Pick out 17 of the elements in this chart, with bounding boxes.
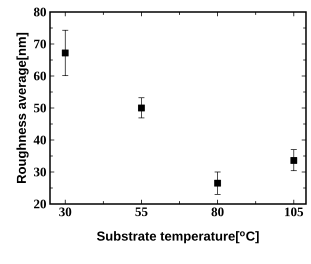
point (138, 104, 145, 112)
x-axis-title: Substrate temperature[$^{o}$C] (96, 231, 259, 244)
point (214, 180, 222, 187)
x-tick-label: 30 (59, 208, 72, 216)
y-tick-label: 80 (34, 8, 46, 16)
y-tick-label: 70 (34, 40, 46, 48)
point (62, 50, 69, 56)
y-tick-label: 50 (34, 104, 46, 112)
y-axis-title: Roughness average[nm] (16, 32, 29, 183)
y-tick-label: 30 (34, 168, 46, 176)
y-tick-label: 40 (34, 136, 46, 144)
point (290, 157, 298, 164)
y-tick-label: 20 (34, 200, 46, 208)
x-tick-label: 105 (285, 208, 304, 216)
x-tick-label: 80 (212, 208, 224, 216)
y-tick-label: 60 (34, 72, 46, 80)
x-tick-label: 55 (135, 208, 148, 216)
